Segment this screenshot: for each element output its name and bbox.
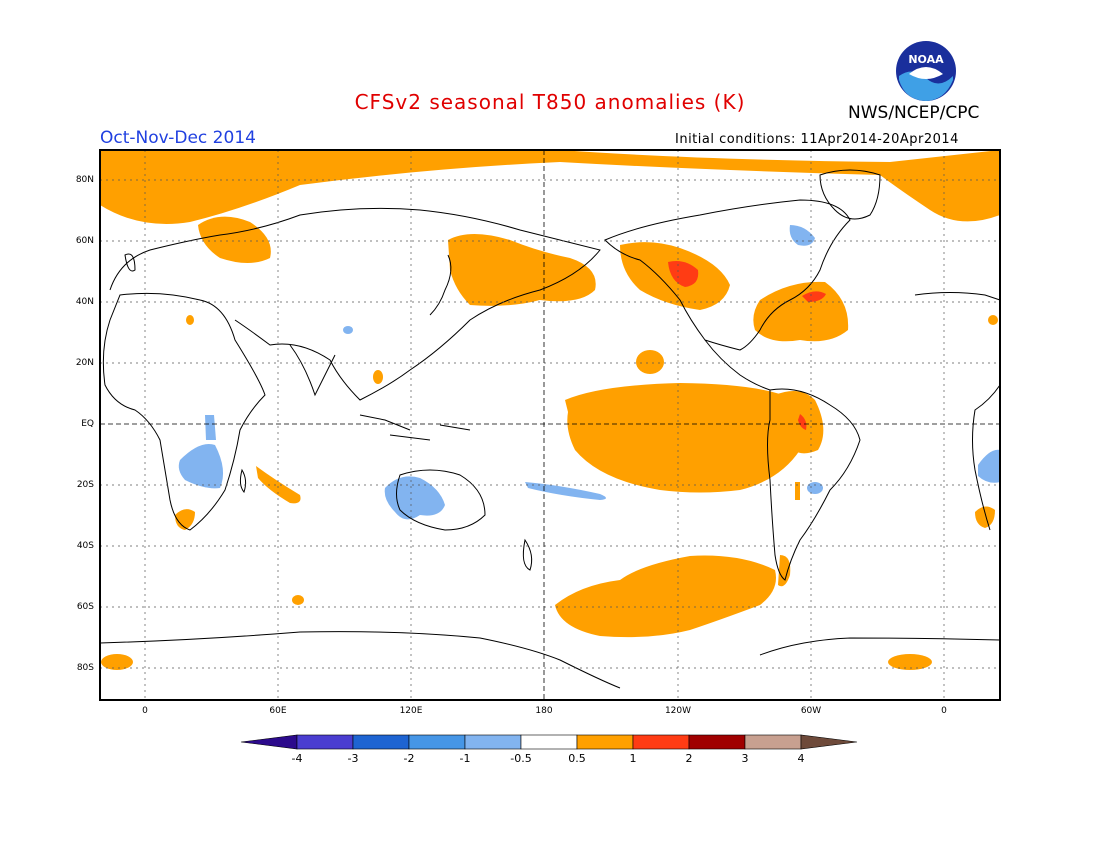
anomaly-se-asia: [373, 370, 383, 384]
colorbar-label: 2: [685, 752, 693, 765]
lon-label: 180: [535, 706, 553, 716]
chart-title: CFSv2 seasonal T850 anomalies (K): [354, 90, 746, 114]
colorbar-label: 3: [741, 752, 749, 765]
colorbar-segment: [576, 734, 634, 750]
anomaly-brazil-cool: [807, 482, 823, 494]
colorbar-segment: [688, 734, 746, 750]
noaa-logo: NOAA: [896, 41, 956, 101]
colorbar: [240, 734, 858, 750]
lat-label: 20S: [76, 480, 94, 490]
colorbar-segment: [240, 734, 298, 750]
anomaly-atlantic-right: [988, 315, 998, 325]
lon-label: 60E: [269, 706, 287, 716]
lon-label: 0: [142, 706, 148, 716]
colorbar-label: 1: [629, 752, 637, 765]
anomaly-southern-africa-cool: [178, 444, 224, 489]
anomaly-amazon-core: [798, 414, 807, 430]
lat-label: 40N: [75, 297, 94, 307]
anomaly-ne-pacific-asia: [448, 234, 596, 306]
gridlines: [100, 150, 1000, 700]
lon-label: 0: [941, 706, 947, 716]
lat-label: 80N: [75, 175, 94, 185]
lat-label: 80S: [76, 663, 94, 673]
reference-lines: [100, 150, 1000, 700]
lat-label: 60S: [76, 602, 94, 612]
anomaly-south-pacific-cool: [525, 482, 606, 500]
colorbar-label: -1: [459, 752, 471, 765]
lat-label: EQ: [81, 419, 94, 429]
colorbar-segment: [408, 734, 466, 750]
colorbar-label: 4: [797, 752, 805, 765]
anomaly-mediterranean: [186, 315, 194, 325]
anomaly-antarctic-east: [888, 654, 932, 670]
colorbar-segment: [632, 734, 690, 750]
colorbar-label: -0.5: [510, 752, 532, 765]
svg-text:NOAA: NOAA: [908, 53, 944, 66]
anomaly-tibet-cool: [343, 326, 353, 334]
org-label: NWS/NCEP/CPC: [848, 103, 980, 123]
anomaly-shading: [100, 150, 1000, 670]
season-label: Oct-Nov-Dec 2014: [100, 128, 256, 148]
initial-conditions-label: Initial conditions: 11Apr2014-20Apr2014: [675, 132, 959, 147]
anomaly-south-pacific: [555, 555, 776, 638]
colorbar-segment: [744, 734, 802, 750]
anomaly-sw-africa-right: [975, 506, 995, 528]
anomaly-hawaii-blob: [636, 350, 664, 374]
anomaly-scandinavia: [198, 216, 271, 263]
anomaly-east-na-core: [802, 291, 826, 302]
anomaly-east-africa-cool: [205, 415, 216, 440]
lat-label: 40S: [76, 541, 94, 551]
lat-label: 60N: [75, 236, 94, 246]
anomaly-east-north-america: [753, 281, 849, 342]
anomaly-west-na-core: [668, 261, 699, 287]
colorbar-label: 0.5: [568, 752, 586, 765]
colorbar-label: -2: [403, 752, 415, 765]
lon-label: 120W: [664, 706, 692, 716]
lat-label: 20N: [75, 358, 94, 368]
anomaly-equatorial-pacific: [565, 383, 800, 493]
colorbar-segment: [296, 734, 354, 750]
lon-label: 60W: [800, 706, 822, 716]
anomaly-arctic-west: [100, 150, 1000, 224]
anomaly-sw-atlantic-small: [795, 482, 800, 500]
anomaly-south-africa: [175, 509, 195, 530]
colorbar-segment: [352, 734, 410, 750]
anomaly-hudson-cool: [789, 225, 815, 246]
colorbar-label: -3: [347, 752, 359, 765]
anomaly-africa-right-cool: [978, 449, 1000, 483]
anomaly-patagonia: [778, 555, 791, 587]
colorbar-segment: [520, 734, 578, 750]
lon-label: 120E: [399, 706, 423, 716]
anomaly-madagascar-east: [256, 466, 301, 504]
anomaly-antarctic-west: [101, 654, 133, 670]
map-frame: [99, 149, 1001, 701]
colorbar-label: -4: [291, 752, 303, 765]
colorbar-segment: [800, 734, 858, 750]
colorbar-segment: [464, 734, 522, 750]
anomaly-south-ocean-blob: [292, 595, 304, 605]
coastlines: [99, 169, 1001, 689]
